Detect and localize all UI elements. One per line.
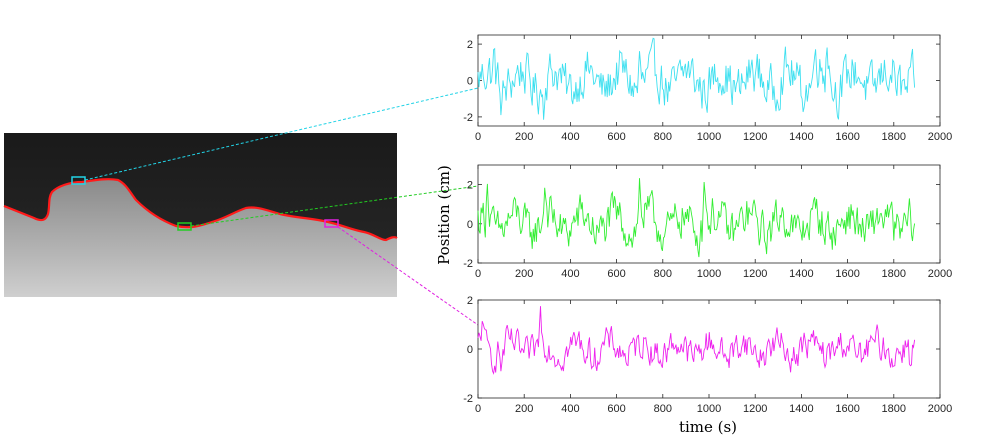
- y-tick-label: -2: [463, 112, 473, 124]
- x-tick-label: 400: [561, 268, 579, 280]
- series-line: [477, 178, 916, 258]
- y-tick-label: 2: [467, 39, 473, 51]
- x-tick-label: 1600: [835, 268, 859, 280]
- marker-green: [177, 222, 192, 231]
- x-tick-label: 2000: [928, 403, 952, 415]
- x-tick-label: 2000: [928, 131, 952, 143]
- connector-magenta: [337, 226, 479, 326]
- y-axis-label: Position (cm): [435, 165, 453, 265]
- marker-magenta: [324, 219, 339, 228]
- x-tick-label: 1200: [743, 131, 767, 143]
- x-tick-label: 600: [607, 268, 625, 280]
- panel-3: 0 200 400 600 800 1000 1200 1400 1600 1800 2000-20…: [463, 295, 952, 415]
- x-tick-label: 1600: [835, 131, 859, 143]
- x-tick-label: 800: [654, 131, 672, 143]
- y-tick-label: 0: [467, 76, 473, 88]
- series-line: [477, 37, 916, 120]
- connector-cyan: [84, 87, 479, 181]
- x-tick-label: 1000: [697, 403, 721, 415]
- x-tick-label: 1000: [697, 131, 721, 143]
- interface-contour: [3, 178, 398, 242]
- x-tick-label: 1800: [882, 131, 906, 143]
- x-tick-label: 0: [475, 403, 481, 415]
- x-tick-label: 2000: [928, 268, 952, 280]
- panel-2: 0 200 400 600 800 1000 1200 1400 1600 1800 2000-20…: [463, 164, 952, 280]
- x-tick-label: 0: [475, 131, 481, 143]
- x-tick-label: 200: [515, 403, 533, 415]
- x-tick-label: 200: [515, 131, 533, 143]
- x-tick-label: 1600: [835, 403, 859, 415]
- x-tick-label: 800: [654, 403, 672, 415]
- x-tick-label: 1400: [789, 131, 813, 143]
- connectors: [84, 87, 479, 326]
- x-tick-label: 200: [515, 268, 533, 280]
- x-tick-label: 1200: [743, 403, 767, 415]
- x-tick-label: 400: [561, 403, 579, 415]
- panel-frame: [477, 299, 941, 399]
- connector-green: [190, 185, 479, 227]
- x-tick-label: 1800: [882, 403, 906, 415]
- interface-photo: [3, 133, 398, 297]
- panel-frame: [477, 164, 941, 264]
- panel-1: 0 200 400 600 800 1000 1200 1400 1600 1800 2000-20…: [463, 34, 952, 143]
- x-tick-label: 1400: [789, 268, 813, 280]
- series-line: [477, 306, 916, 375]
- x-tick-label: 1200: [743, 268, 767, 280]
- x-tick-label: 400: [561, 131, 579, 143]
- y-tick-label: 2: [467, 295, 473, 307]
- x-tick-label: 600: [607, 403, 625, 415]
- x-axis-label: time (s): [679, 418, 737, 436]
- y-tick-label: -2: [463, 393, 473, 405]
- panels: 0 200 400 600 800 1000 1200 1400 1600 1800 2000-20…: [463, 34, 952, 415]
- x-tick-label: 1800: [882, 268, 906, 280]
- x-tick-label: 600: [607, 131, 625, 143]
- x-tick-label: 0: [475, 268, 481, 280]
- x-tick-label: 1400: [789, 403, 813, 415]
- y-tick-label: 0: [467, 344, 473, 356]
- marker-cyan: [71, 176, 86, 185]
- fluid-region: [4, 179, 397, 297]
- y-tick-label: 2: [467, 180, 473, 192]
- y-tick-label: -2: [463, 258, 473, 270]
- x-tick-label: 800: [654, 268, 672, 280]
- y-tick-label: 0: [467, 219, 473, 231]
- x-tick-label: 1000: [697, 268, 721, 280]
